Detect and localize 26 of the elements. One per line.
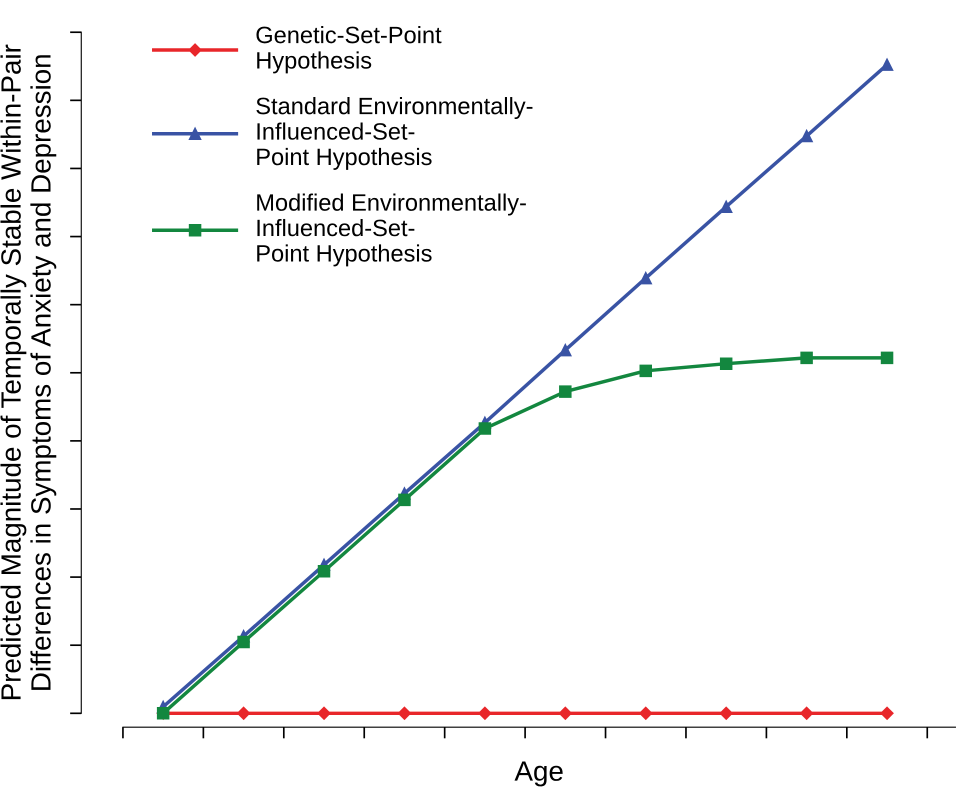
point: [237, 636, 250, 648]
point: [640, 364, 652, 378]
point: [478, 422, 492, 435]
x-axis-title: Age: [514, 762, 563, 786]
legend-label: Standard Environmentally- Influenced-Set- Point Hypothesis: [256, 97, 532, 170]
point: [880, 706, 894, 720]
point: [640, 272, 652, 284]
point: [639, 706, 652, 720]
point: [880, 58, 894, 71]
legend-label: Genetic-Set-Point Hypothesis: [256, 26, 442, 74]
point: [236, 706, 250, 720]
point: [559, 344, 572, 356]
point: [398, 494, 411, 506]
point: [800, 706, 814, 720]
y-axis-title: Predicted Magnitude of Temporally Stable Within-Pair Differences in Symptoms of Anxiety and Depression: [0, 44, 56, 700]
point: [478, 706, 492, 720]
point: [720, 357, 732, 370]
legend-label: Modified Environmentally- Influenced-Set- Point Hypothesis: [257, 194, 526, 266]
point: [318, 565, 330, 578]
point: [317, 706, 331, 720]
point: [880, 352, 894, 364]
point: [800, 352, 813, 364]
point: [558, 706, 572, 720]
point: [398, 706, 412, 720]
point: [720, 706, 733, 720]
point: [559, 385, 572, 398]
